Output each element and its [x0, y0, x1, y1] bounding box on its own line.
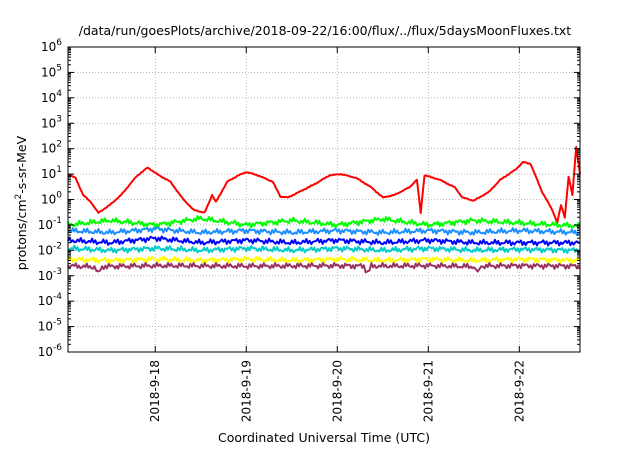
tick-labels: 106 105 104 103 102 101 100 10-1 10-2 10-3 10-4 10-… — [38, 38, 527, 422]
chart-title: /data/run/goesPlots/archive/2018-09-22/1… — [79, 23, 572, 38]
y-axis-title-prefix: protons/cm — [14, 199, 29, 270]
y-axis-title: protons/cm2-s-sr-MeV — [14, 135, 29, 270]
y-tick-label: 100 — [41, 191, 62, 207]
y-tick-label: 101 — [41, 165, 62, 181]
y-tick-label: 106 — [41, 38, 62, 54]
y-tick-label: 10-5 — [38, 318, 62, 334]
y-tick-label: 10-2 — [38, 241, 62, 257]
x-tick-label: 2018-9-21 — [421, 360, 435, 422]
series-line — [67, 235, 581, 247]
y-tick-label: 10-1 — [38, 216, 62, 232]
series-line — [67, 146, 581, 225]
y-tick-label: 102 — [41, 140, 62, 156]
y-axis-title-suffix: -s-sr-MeV — [14, 135, 29, 193]
x-tick-label: 2018-9-20 — [330, 360, 344, 422]
y-tick-label: 10-4 — [38, 292, 63, 308]
ticks — [68, 46, 580, 353]
y-tick-label: 104 — [41, 89, 62, 105]
series-line — [67, 215, 581, 229]
y-axis-title-sup: 2 — [14, 194, 24, 200]
series-line — [67, 255, 581, 265]
series-group — [67, 146, 581, 274]
series-line — [67, 261, 581, 274]
x-axis-title: Coordinated Universal Time (UTC) — [218, 430, 430, 445]
grid — [68, 47, 580, 352]
y-tick-label: 103 — [41, 114, 62, 130]
x-tick-label: 2018-9-18 — [148, 360, 162, 422]
series-line — [67, 244, 581, 255]
y-tick-label: 10-3 — [38, 267, 62, 283]
y-tick-label: 105 — [41, 63, 62, 79]
y-tick-label: 10-6 — [38, 343, 63, 359]
series-line — [67, 226, 581, 236]
x-tick-label: 2018-9-22 — [512, 360, 526, 422]
x-tick-label: 2018-9-19 — [239, 360, 253, 422]
